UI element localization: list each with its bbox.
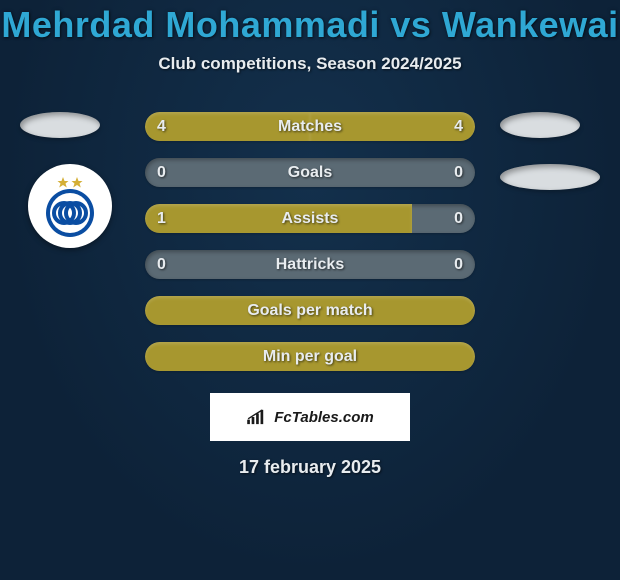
player-badge-right-2 bbox=[500, 164, 600, 190]
stat-row: Matches4 4 bbox=[145, 112, 475, 141]
stat-row: Goals0 0 bbox=[145, 158, 475, 187]
stat-label: Min per goal bbox=[145, 342, 475, 371]
stat-value-left: 0 bbox=[157, 250, 166, 279]
stat-row: Hattricks0 0 bbox=[145, 250, 475, 279]
stat-row: Assists1 0 bbox=[145, 204, 475, 233]
stat-value-left: 4 bbox=[157, 112, 166, 141]
stat-row: Goals per match bbox=[145, 296, 475, 325]
footer-brand-text: FcTables.com bbox=[274, 409, 373, 426]
stat-value-right: 4 bbox=[454, 112, 463, 141]
footer-brand-box: FcTables.com bbox=[210, 393, 410, 441]
player-badge-right-1 bbox=[500, 112, 580, 138]
stats-arena: Matches44Goals00Assists10Hattricks00Goal… bbox=[0, 112, 620, 371]
stat-value-right: 0 bbox=[454, 250, 463, 279]
player-badge-left bbox=[20, 112, 100, 138]
stat-row: Min per goal bbox=[145, 342, 475, 371]
stat-label: Matches bbox=[145, 112, 475, 141]
stat-label: Goals bbox=[145, 158, 475, 187]
stat-label: Hattricks bbox=[145, 250, 475, 279]
stats-list: Matches44Goals00Assists10Hattricks00Goal… bbox=[145, 112, 475, 371]
club-badge-left bbox=[28, 164, 112, 248]
stat-label: Goals per match bbox=[145, 296, 475, 325]
date-text: 17 february 2025 bbox=[239, 457, 381, 478]
page-title: Mehrdad Mohammadi vs Wankewai bbox=[1, 4, 618, 46]
stat-value-left: 0 bbox=[157, 158, 166, 187]
stat-label: Assists bbox=[145, 204, 475, 233]
club-logo-icon bbox=[35, 171, 105, 241]
stat-value-right: 0 bbox=[454, 158, 463, 187]
subtitle: Club competitions, Season 2024/2025 bbox=[158, 54, 461, 74]
stat-value-left: 1 bbox=[157, 204, 166, 233]
signal-icon bbox=[246, 409, 268, 425]
infographic-content: Mehrdad Mohammadi vs Wankewai Club compe… bbox=[0, 0, 620, 580]
stat-value-right: 0 bbox=[454, 204, 463, 233]
